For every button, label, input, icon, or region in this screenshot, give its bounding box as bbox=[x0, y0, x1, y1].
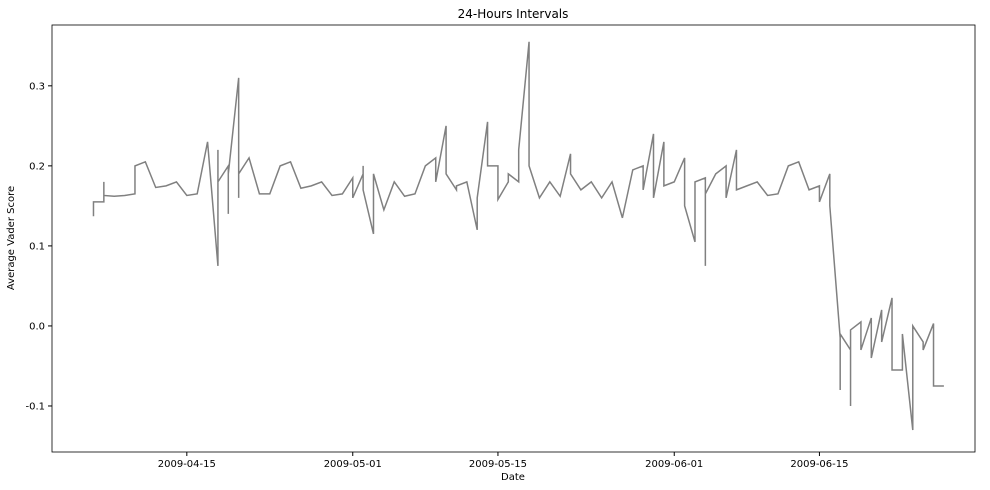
y-tick-label: -0.1 bbox=[25, 401, 45, 412]
y-tick-label: 0.0 bbox=[29, 321, 45, 332]
y-tick-label: 0.2 bbox=[29, 161, 45, 172]
y-tick-label: 0.1 bbox=[29, 241, 45, 252]
x-tick-label: 2009-05-15 bbox=[469, 459, 527, 470]
x-axis-label: Date bbox=[501, 472, 525, 483]
y-axis-label: Average Vader Score bbox=[6, 186, 17, 290]
plot-frame bbox=[51, 24, 976, 453]
x-tick-label: 2009-06-15 bbox=[790, 459, 848, 470]
x-tick-label: 2009-04-15 bbox=[158, 459, 216, 470]
data-line bbox=[92, 41, 944, 431]
x-tick-label: 2009-06-01 bbox=[645, 459, 703, 470]
x-tick-label: 2009-05-01 bbox=[324, 459, 382, 470]
chart-title: 24-Hours Intervals bbox=[458, 7, 569, 21]
y-tick-label: 0.3 bbox=[29, 81, 45, 92]
